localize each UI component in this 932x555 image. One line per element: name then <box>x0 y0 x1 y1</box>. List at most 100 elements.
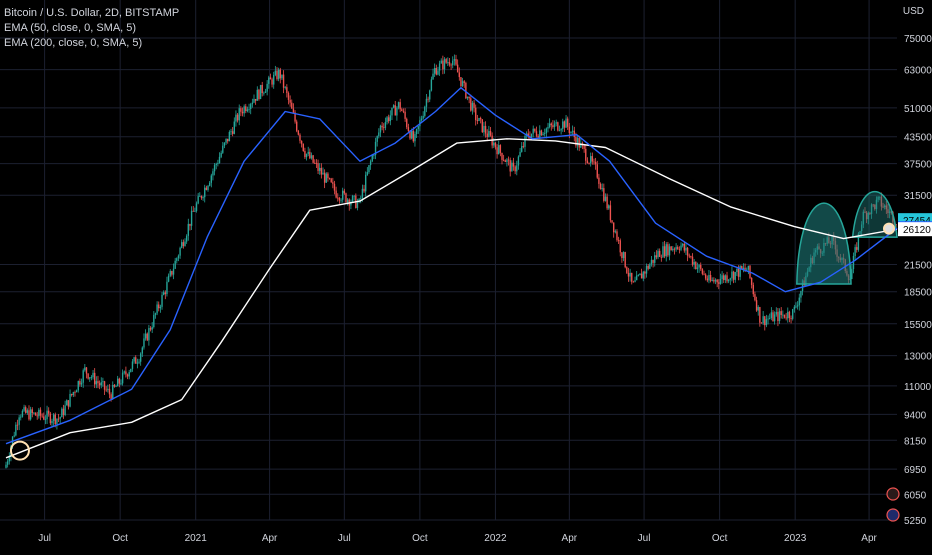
candle-body <box>297 130 300 135</box>
ema50-legend-label[interactable]: EMA (50, close, 0, SMA, 5) <box>4 22 137 34</box>
candle-body <box>44 419 47 421</box>
candle-body <box>409 131 411 139</box>
candle-body <box>691 256 694 265</box>
candle-body <box>493 142 495 146</box>
candle-body <box>135 357 137 364</box>
candle-body <box>8 457 10 462</box>
candle-body <box>555 122 557 124</box>
candle-body <box>755 300 758 311</box>
candle-body <box>325 173 327 183</box>
candle-body <box>194 210 196 212</box>
candle-body <box>174 260 176 269</box>
candle-body <box>547 127 549 129</box>
candle-body <box>790 317 792 319</box>
price-tick-label: 11000 <box>904 382 932 393</box>
candle-body <box>658 250 661 257</box>
candle-body <box>453 59 456 61</box>
candle-body <box>468 96 470 99</box>
candle-body <box>93 372 96 385</box>
candle-body <box>299 134 301 141</box>
candle-body <box>663 246 666 257</box>
candle-body <box>200 196 203 199</box>
candle-body <box>882 206 884 208</box>
candle-body <box>420 118 423 121</box>
candle-body <box>364 174 367 192</box>
candle-body <box>296 121 298 131</box>
candle-body <box>407 127 410 132</box>
candle-body <box>294 112 296 122</box>
candle-body <box>672 248 674 251</box>
candle-body <box>557 122 559 131</box>
candle-body <box>787 311 789 319</box>
candle-body <box>429 90 431 100</box>
candle-body <box>366 172 369 175</box>
candle-body <box>484 125 487 134</box>
candle-body <box>647 265 649 269</box>
candle-body <box>593 161 595 163</box>
ema200-legend-label[interactable]: EMA (200, close, 0, SMA, 5) <box>4 37 143 49</box>
candle-body <box>34 412 37 416</box>
candle-body <box>530 133 533 139</box>
candle-body <box>374 141 377 156</box>
candle-body <box>750 277 753 285</box>
candle-body <box>877 196 879 200</box>
candle-body <box>665 244 667 257</box>
candle-body <box>103 381 106 390</box>
candle-body <box>190 210 193 226</box>
candle-body <box>552 125 554 128</box>
candle-body <box>115 386 117 388</box>
candle-body <box>862 211 865 225</box>
candle-body <box>519 151 521 157</box>
candle-body <box>250 104 252 109</box>
candle-body <box>575 136 577 146</box>
candle-body <box>95 381 98 385</box>
candle-body <box>534 128 536 132</box>
candle-body <box>82 370 84 383</box>
candle-body <box>885 205 888 210</box>
candle-body <box>310 155 313 159</box>
candle-body <box>56 418 58 425</box>
candle-body <box>801 280 804 292</box>
candle-body <box>337 197 339 199</box>
candle-body <box>537 135 539 138</box>
candle-body <box>539 130 541 138</box>
symbol-title[interactable]: Bitcoin / U.S. Dollar, 2D, BITSTAMP <box>4 7 180 19</box>
ema200-line <box>5 138 898 459</box>
candle-body <box>21 410 24 417</box>
candle-body <box>169 270 171 276</box>
candle-body <box>51 420 53 424</box>
candle-body <box>504 160 506 163</box>
candle-body <box>291 102 293 109</box>
candle-body <box>309 151 311 159</box>
candle-body <box>138 361 140 363</box>
candle-body <box>415 129 418 135</box>
candle-body <box>75 390 78 393</box>
candle-body <box>521 146 523 152</box>
candle-body <box>192 210 194 212</box>
price-tick-label: 9400 <box>904 410 927 421</box>
candle-body <box>113 384 116 387</box>
candle-body <box>69 393 71 407</box>
candle-body <box>41 415 43 417</box>
candle-body <box>87 373 89 379</box>
lightning-icon[interactable] <box>886 487 900 501</box>
candle-body <box>6 461 9 465</box>
candle-body <box>747 265 750 270</box>
candle-body <box>345 193 347 203</box>
candle-body <box>314 162 316 164</box>
candle-body <box>767 318 769 320</box>
candle-body <box>378 132 380 137</box>
candle-body <box>698 265 700 268</box>
candle-body <box>606 196 608 209</box>
flag-icon[interactable] <box>886 508 900 522</box>
time-tick-label: Jul <box>338 533 351 544</box>
candle-body <box>670 246 672 251</box>
candle-body <box>236 114 239 121</box>
candle-body <box>18 417 20 425</box>
candle-body <box>686 247 689 256</box>
candle-body <box>154 313 157 315</box>
candle-body <box>524 135 526 147</box>
candle-body <box>736 268 738 273</box>
